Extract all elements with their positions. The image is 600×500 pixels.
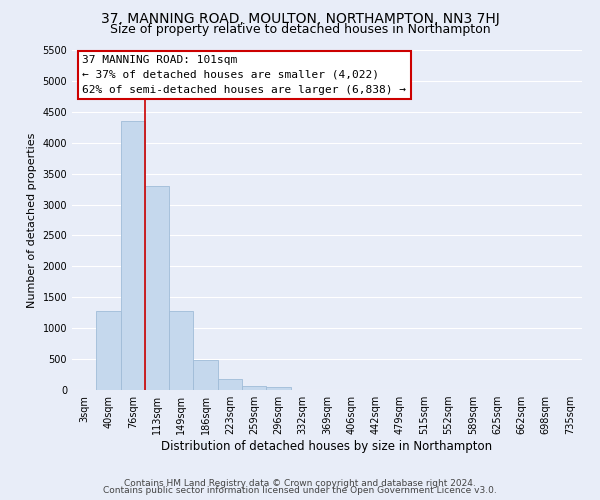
Bar (193, 360, 218, 390)
Bar (242, 386, 266, 390)
Text: Contains HM Land Registry data © Crown copyright and database right 2024.: Contains HM Land Registry data © Crown c… (124, 478, 476, 488)
Text: 37 MANNING ROAD: 101sqm
← 37% of detached houses are smaller (4,022)
62% of semi: 37 MANNING ROAD: 101sqm ← 37% of detache… (82, 55, 406, 94)
Text: 37, MANNING ROAD, MOULTON, NORTHAMPTON, NN3 7HJ: 37, MANNING ROAD, MOULTON, NORTHAMPTON, … (101, 12, 499, 26)
Bar (218, 379, 242, 390)
Bar (169, 311, 193, 390)
Y-axis label: Number of detached properties: Number of detached properties (27, 132, 37, 308)
Bar (145, 186, 169, 390)
Text: Size of property relative to detached houses in Northampton: Size of property relative to detached ho… (110, 22, 490, 36)
Bar (121, 121, 145, 390)
Bar (96, 312, 121, 390)
X-axis label: Distribution of detached houses by size in Northampton: Distribution of detached houses by size … (161, 440, 493, 453)
Bar (266, 386, 290, 390)
Text: Contains public sector information licensed under the Open Government Licence v3: Contains public sector information licen… (103, 486, 497, 495)
